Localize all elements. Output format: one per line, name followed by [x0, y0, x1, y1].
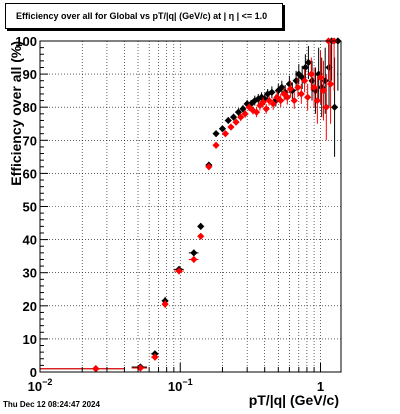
data-point: [316, 73, 325, 82]
data-point: [298, 73, 306, 82]
data-point: [297, 90, 305, 98]
y-tick-label: 70: [23, 133, 37, 148]
data-point: [262, 105, 270, 113]
data-series: [40, 37, 342, 373]
data-point: [218, 125, 227, 133]
data-point: [161, 300, 169, 308]
data-point: [315, 70, 323, 78]
data-point: [313, 96, 321, 105]
series-1: [40, 37, 338, 373]
data-point: [229, 113, 238, 121]
title-box: Efficiency over all for Global vs pT/|q|…: [5, 3, 283, 29]
data-point: [136, 364, 145, 372]
data-point: [288, 87, 296, 95]
data-point: [300, 77, 309, 85]
data-point: [285, 80, 293, 88]
data-point: [322, 103, 330, 111]
data-point: [190, 249, 198, 257]
data-point: [290, 96, 298, 105]
data-point: [265, 96, 273, 105]
chart-title: Efficiency over all for Global vs pT/|q|…: [16, 11, 268, 21]
grid: [40, 41, 341, 372]
data-point: [212, 130, 220, 138]
data-point: [252, 108, 261, 116]
data-point: [286, 85, 294, 93]
data-point: [304, 58, 313, 67]
data-point: [241, 110, 249, 118]
data-point: [197, 232, 205, 240]
data-point: [268, 88, 276, 96]
data-point: [272, 96, 280, 105]
data-point: [227, 123, 235, 131]
data-point: [310, 83, 318, 91]
x-axis-label: pT/|q| (GeV/c): [249, 392, 339, 408]
data-point: [224, 116, 232, 125]
data-point: [304, 93, 312, 101]
data-point: [175, 267, 183, 275]
data-point: [269, 100, 277, 108]
data-point: [307, 70, 315, 78]
data-point: [292, 77, 300, 85]
data-point: [221, 130, 230, 138]
y-tick-label: 40: [23, 233, 37, 248]
y-tick-label: 50: [23, 200, 37, 215]
data-point: [277, 96, 285, 105]
y-axis-label: Efficiency over all (%): [8, 41, 24, 186]
data-point: [278, 83, 286, 91]
data-point: [205, 163, 213, 171]
data-point: [197, 222, 205, 230]
y-tick-label: 60: [23, 166, 37, 181]
timestamp: Thu Dec 12 08:24:47 2024: [3, 400, 100, 409]
data-point: [237, 113, 245, 121]
y-tick-label: 20: [23, 299, 37, 314]
data-point: [294, 83, 302, 91]
y-tick-label: 90: [23, 67, 37, 82]
data-point: [295, 70, 303, 78]
x-tick-label: 10−2: [28, 377, 53, 394]
data-point: [212, 141, 220, 149]
data-point: [273, 93, 281, 101]
data-point: [301, 63, 309, 72]
y-tick-label: 30: [23, 266, 37, 281]
x-tick-label: 10−1: [168, 377, 193, 394]
data-point: [151, 353, 159, 361]
data-point: [326, 80, 335, 88]
data-point: [319, 87, 328, 95]
y-tick-label: 80: [23, 100, 37, 115]
data-point: [283, 93, 291, 101]
y-tick-label: 0: [30, 365, 37, 380]
axes: 0 10 20 30 40 50 60 70 80 90 100 10−2 10−1 1: [15, 34, 324, 394]
data-point: [232, 118, 240, 126]
data-point: [259, 98, 267, 106]
data-point: [251, 96, 259, 105]
data-point: [92, 365, 100, 373]
data-point: [330, 103, 339, 111]
y-tick-label: 100: [15, 34, 37, 49]
x-tick-label: 1: [317, 379, 324, 394]
data-point: [280, 90, 288, 98]
y-tick-label: 10: [23, 332, 37, 347]
data-point: [190, 255, 198, 264]
